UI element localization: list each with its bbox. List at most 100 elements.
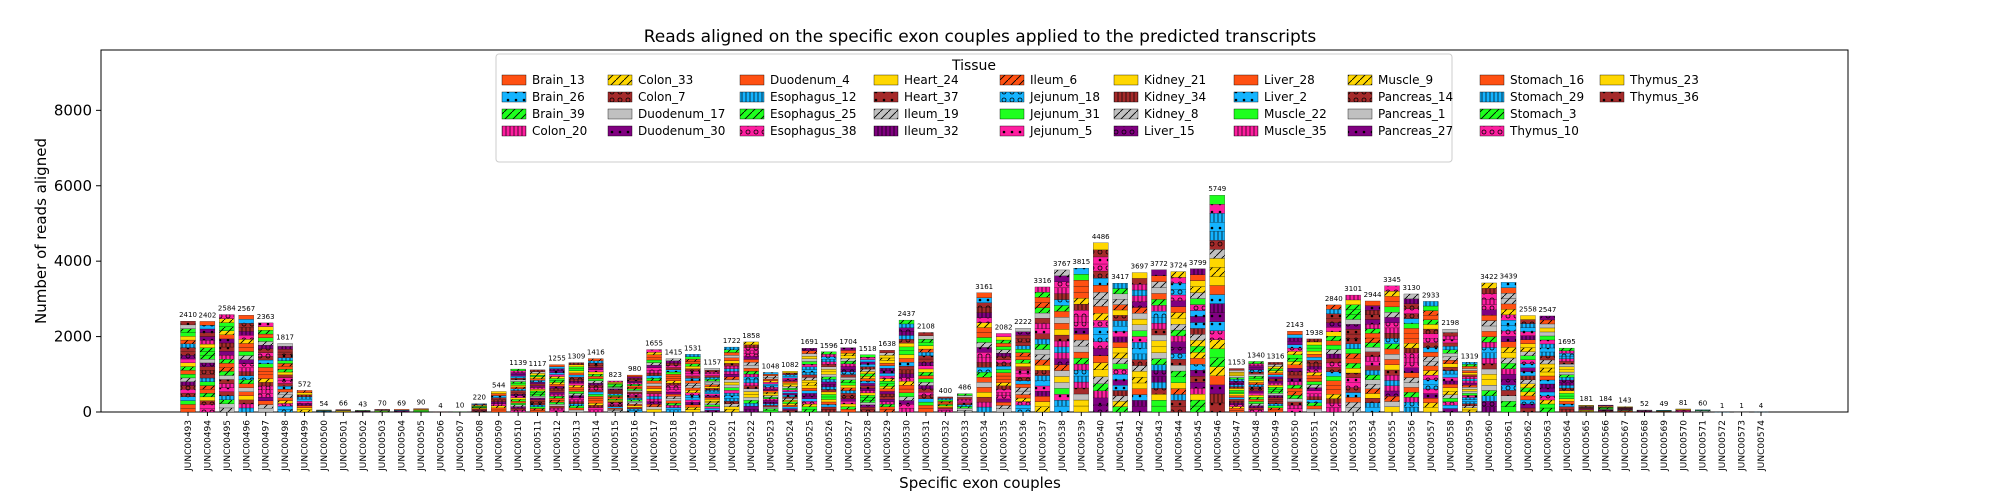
- bar-segment-ileum-6: [1345, 353, 1361, 359]
- bar-segment-esophagus-25: [957, 393, 973, 396]
- bar-segment-pancreas-27: [879, 391, 895, 395]
- bar-segment-kidney-8: [1248, 403, 1264, 406]
- bar-segment-brain-13: [743, 368, 759, 372]
- bar-segment-stomach-29: [724, 398, 740, 402]
- bar-segment-brain-13: [996, 375, 1012, 380]
- bar-segment-kidney-34: [568, 401, 585, 404]
- bar-segment-colon-7: [1151, 388, 1167, 395]
- bar-segment-pancreas-14: [607, 401, 623, 404]
- bar-segment-colon-7: [1248, 407, 1264, 411]
- bar-segment-stomach-16: [685, 380, 701, 384]
- bar-segment-stomach-3: [1267, 368, 1284, 371]
- bar-segment-muscle-22: [413, 410, 429, 412]
- bar-segment-pancreas-14: [1131, 359, 1148, 366]
- bar-segment-jejunum-5: [704, 393, 720, 396]
- bar-segment-liver-2: [1520, 327, 1536, 332]
- bar-junc00509: [491, 391, 507, 413]
- bar-segment-jejunum-18: [665, 407, 682, 410]
- bar-segment-ileum-6: [1326, 304, 1342, 310]
- bar-segment-esophagus-38: [996, 388, 1012, 393]
- bar-segment-liver-2: [762, 383, 779, 386]
- bar-segment-colon-7: [1345, 387, 1361, 393]
- bar-segment-liver-28: [1229, 410, 1245, 413]
- bar-segment-jejunum-18: [1015, 408, 1031, 413]
- bar-segment-jejunum-31: [898, 350, 915, 355]
- x-tick-label: JUNC00570: [1679, 420, 1689, 472]
- bar-segment-ileum-6: [529, 408, 546, 411]
- bar-segment-jejunum-18: [762, 403, 779, 406]
- bar-segment-thymus-36: [1267, 378, 1284, 382]
- bar-segment-muscle-35: [627, 393, 643, 396]
- bar-value-label: 3815: [1072, 258, 1090, 266]
- x-tick-label: JUNC00498: [281, 420, 291, 472]
- bar-value-label: 4: [438, 402, 443, 410]
- bar-segment-stomach-16: [1073, 291, 1089, 299]
- legend-swatch: [873, 125, 899, 137]
- x-tick-label: JUNC00506: [436, 420, 446, 472]
- bar-value-label: 3697: [1131, 263, 1149, 271]
- bar-segment-duodenum-30: [549, 392, 565, 395]
- bar-segment-pancreas-27: [1287, 368, 1303, 372]
- bar-segment-stomach-29: [685, 354, 701, 357]
- bar-segment-brain-26: [762, 372, 779, 375]
- bar-segment-esophagus-38: [898, 377, 915, 382]
- bar-segment-muscle-35: [568, 399, 585, 402]
- bar-segment-brain-26: [821, 404, 837, 408]
- bar-segment-thymus-23: [1112, 347, 1128, 354]
- bar-segment-jejunum-5: [219, 387, 235, 392]
- bar-segment-ileum-19: [840, 358, 856, 362]
- bar-segment-thymus-23: [1539, 371, 1556, 377]
- bar-segment-heart-37: [1384, 369, 1400, 376]
- x-tick-label: JUNC00537: [1038, 420, 1048, 472]
- bar-segment-liver-2: [1073, 268, 1089, 275]
- x-tick-label: JUNC00504: [398, 420, 408, 472]
- x-tick-label: JUNC00503: [378, 420, 388, 472]
- bar-segment-duodenum-30: [1287, 378, 1303, 382]
- bar-segment-liver-2: [879, 365, 895, 369]
- bar-segment-colon-20: [840, 363, 856, 367]
- bar-segment-liver-28: [782, 405, 798, 408]
- legend-swatch: [739, 125, 765, 137]
- bar-segment-pancreas-14: [491, 397, 507, 400]
- x-tick-label: JUNC00497: [262, 420, 272, 472]
- bar-segment-brain-13: [665, 400, 682, 404]
- bar-segment-ileum-19: [1520, 379, 1536, 384]
- bar-segment-heart-37: [1364, 365, 1381, 371]
- bar-segment-esophagus-38: [1500, 330, 1517, 337]
- bar-segment-brain-39: [1267, 389, 1284, 392]
- bar-segment-colon-33: [1131, 377, 1148, 384]
- bar-junc00494: [199, 321, 216, 413]
- bar-segment-esophagus-25: [529, 390, 546, 393]
- bar-value-label: 2567: [237, 305, 255, 313]
- bar-junc00518: [665, 358, 682, 413]
- x-tick-label: JUNC00540: [1097, 420, 1107, 472]
- bar-segment-thymus-10: [1287, 347, 1303, 352]
- bar-segment-liver-28: [219, 363, 235, 368]
- bar-segment-colon-33: [1267, 366, 1284, 369]
- bar-segment-muscle-22: [801, 361, 818, 365]
- bar-segment-pancreas-27: [1151, 269, 1167, 276]
- legend-swatch: [1233, 91, 1259, 103]
- bar-segment-ileum-6: [1248, 382, 1264, 385]
- legend-item-duodenum-4: Duodenum_4: [739, 73, 850, 87]
- bar-segment-ileum-32: [1112, 336, 1128, 343]
- bar-segment-thymus-36: [277, 354, 293, 358]
- bar-segment-heart-24: [1559, 398, 1575, 402]
- bar-segment-brain-13: [1364, 300, 1381, 306]
- bar-segment-kidney-21: [1190, 393, 1206, 401]
- bar-segment-duodenum-4: [1015, 394, 1031, 399]
- bar-segment-duodenum-30: [627, 381, 643, 383]
- bar-junc00555: [1384, 285, 1400, 413]
- bar-segment-ileum-32: [1034, 391, 1051, 397]
- bar-segment-thymus-10: [258, 393, 274, 398]
- bar-segment-pancreas-14: [1539, 355, 1556, 361]
- bar-segment-colon-20: [724, 365, 740, 369]
- bar-segment-stomach-16: [976, 327, 992, 333]
- bar-segment-kidney-8: [1093, 292, 1109, 300]
- bar-segment-muscle-22: [529, 406, 546, 409]
- bar-junc00515: [607, 380, 623, 413]
- bar-junc00548: [1248, 361, 1264, 413]
- bar-segment-kidney-8: [180, 377, 196, 382]
- bar-junc00499: [296, 390, 313, 413]
- bar-segment-heart-24: [1151, 346, 1167, 353]
